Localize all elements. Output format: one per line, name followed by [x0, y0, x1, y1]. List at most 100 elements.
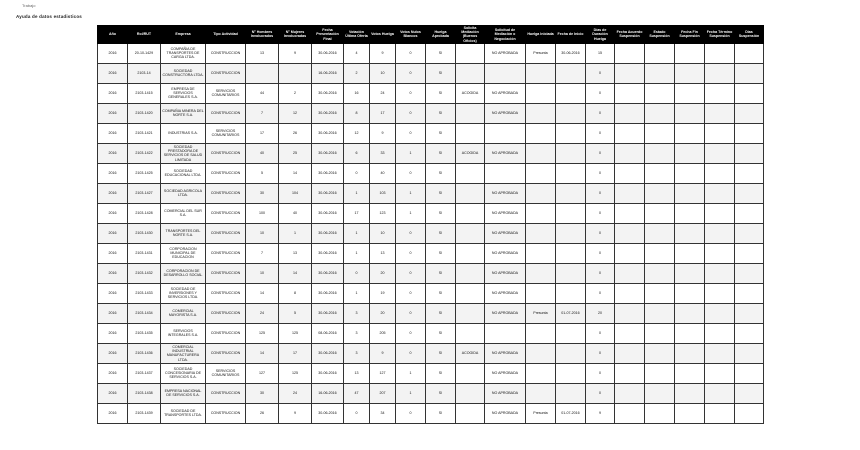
table-cell — [555, 322, 586, 344]
table-cell — [704, 62, 735, 84]
table-cell: 2103-1433 — [127, 282, 161, 304]
table-cell: SERVICIOS INTEGRALES S.A. — [160, 322, 206, 344]
table-cell — [674, 282, 705, 304]
table-cell: 1 — [278, 222, 312, 244]
table-cell — [614, 222, 645, 244]
table-cell — [734, 142, 764, 164]
table-cell: 14 — [245, 342, 279, 364]
table-cell — [525, 182, 556, 204]
table-cell — [614, 262, 645, 284]
column-header: Votación Última Oferta — [343, 25, 370, 44]
table-cell: 20 — [369, 302, 396, 324]
table-cell: 1 — [343, 242, 370, 264]
column-header: Fecha Presentación Final — [311, 25, 344, 44]
table-cell: SI — [425, 82, 456, 104]
table-cell — [455, 122, 485, 144]
table-cell: SI — [425, 182, 456, 204]
column-header: Tipo Actividad — [205, 25, 246, 44]
table-cell: SI — [425, 322, 456, 344]
table-cell — [644, 102, 675, 124]
table-cell: 30-06-2016 — [311, 162, 344, 184]
column-header: Estado Suspensión — [644, 25, 675, 44]
column-header: Fecha Acuerdo Suspensión — [614, 25, 645, 44]
table-cell — [704, 362, 735, 384]
table-cell: 8 — [343, 102, 370, 124]
table-cell — [674, 42, 705, 64]
table-cell — [555, 62, 586, 84]
table-cell: 10 — [369, 62, 396, 84]
table-cell: COMERCIAL MAYORISTA S.A. — [160, 302, 206, 324]
table-cell — [704, 342, 735, 364]
table-cell: SERVICIOS COMUNITARIOS — [205, 82, 246, 104]
column-header: Fecha de Inicio — [555, 25, 586, 44]
table-cell: 30-06-2016 — [311, 262, 344, 284]
table-cell — [674, 222, 705, 244]
table-cell — [674, 322, 705, 344]
table-cell — [555, 142, 586, 164]
table-cell: 9 — [278, 402, 312, 424]
table-cell: 30-06-2016 — [311, 82, 344, 104]
table-cell: 0 — [585, 382, 615, 404]
table-cell: SI — [425, 362, 456, 384]
table-cell: 2016 — [97, 82, 128, 104]
table-cell: 30-06-2016 — [311, 182, 344, 204]
table-cell: 0 — [395, 62, 426, 84]
table-cell — [455, 62, 485, 84]
table-cell: 7 — [245, 102, 279, 124]
table-cell: EMPRESA DE SERVICIOS GENERALES S.A. — [160, 82, 206, 104]
table-cell: CONSTRUCCION — [205, 162, 246, 184]
table-cell: SI — [425, 222, 456, 244]
table-cell — [734, 382, 764, 404]
table-cell — [674, 142, 705, 164]
table-cell: 25 — [278, 142, 312, 164]
table-cell: COMERCIAL INDUSTRIAL MANUFACTURERA LTDA. — [160, 342, 206, 364]
table-cell: 0 — [343, 162, 370, 184]
table-cell: SOCIEDAD PRESTADORA DE SERVICIOS DE SALU… — [160, 142, 206, 164]
table-cell — [525, 122, 556, 144]
table-cell: 0 — [395, 222, 426, 244]
table-cell — [734, 62, 764, 84]
table-row: 2016 2103-1428 COMERCIAL DEL SUR S.A. CONST… — [97, 202, 764, 224]
table-cell: 30-06-2016 — [311, 222, 344, 244]
table-cell — [614, 402, 645, 424]
table-cell: 30-06-2016 — [311, 342, 344, 364]
table-cell: 01-07-2016 — [555, 402, 586, 424]
table-cell — [614, 282, 645, 304]
table-cell: 40 — [245, 142, 279, 164]
table-cell — [644, 222, 675, 244]
table-cell — [614, 82, 645, 104]
table-cell: COMERCIAL DEL SUR S.A. — [160, 202, 206, 224]
table-cell: 0 — [585, 322, 615, 344]
table-cell: 2103-1430 — [127, 222, 161, 244]
table-cell: 0 — [585, 202, 615, 224]
table-cell — [734, 122, 764, 144]
table-cell: 30-06-2016 — [311, 302, 344, 324]
table-cell: 3 — [343, 322, 370, 344]
table-cell — [525, 282, 556, 304]
table-cell: SI — [425, 242, 456, 264]
table-row: 2016 2103-1437 SOCIEDAD CONCESIONARIA DE S… — [97, 362, 764, 384]
table-cell — [484, 162, 526, 184]
table-cell — [704, 382, 735, 404]
table-cell: SI — [425, 262, 456, 284]
table-cell: 6 — [343, 142, 370, 164]
table-cell — [734, 182, 764, 204]
table-cell: 5 — [278, 302, 312, 324]
table-row: 2016 2103-1436 COMERCIAL INDUSTRIAL MANUFA… — [97, 342, 764, 364]
table-cell — [704, 202, 735, 224]
table-cell — [555, 242, 586, 264]
table-cell — [644, 382, 675, 404]
table-cell: 125 — [278, 362, 312, 384]
table-cell — [674, 262, 705, 284]
table-cell: 14 — [278, 262, 312, 284]
table-cell — [525, 202, 556, 224]
table-cell: CONSTRUCCION — [205, 142, 246, 164]
table-cell — [484, 62, 526, 84]
column-header: Rol/RUT — [127, 25, 161, 44]
table-row: 2016 2103-1430 TRANSPORTES DEL NORTE S.A. C… — [97, 222, 764, 244]
table-cell: Presunta — [525, 302, 556, 324]
table-cell: 3 — [343, 302, 370, 324]
table-cell: 2103-1439 — [127, 402, 161, 424]
table-cell: 20 — [585, 302, 615, 324]
table-cell — [614, 202, 645, 224]
